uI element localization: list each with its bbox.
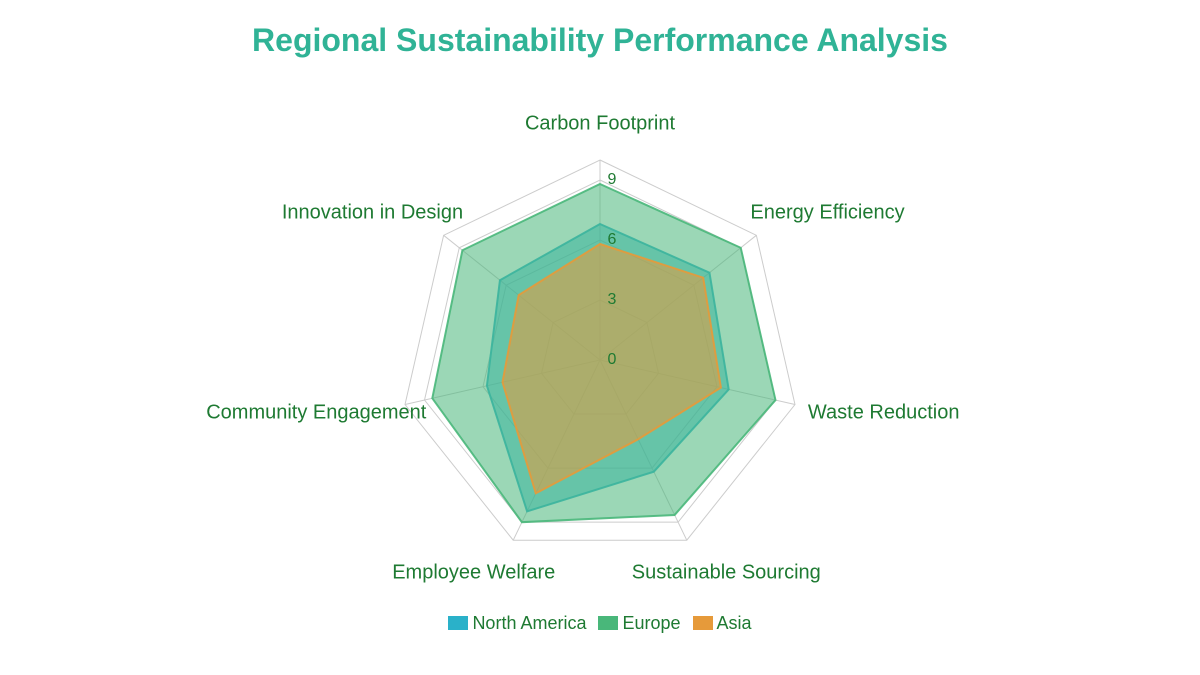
radial-tick-label: 3 [608,291,617,309]
radial-tick-label: 9 [608,171,617,189]
legend-item: Asia [693,613,752,634]
axis-label: Waste Reduction [808,401,960,424]
legend-label: North America [472,613,586,634]
legend-label: Europe [622,613,680,634]
legend-item: Europe [598,613,680,634]
legend-swatch [448,616,468,630]
legend-item: North America [448,613,586,634]
radial-tick-label: 6 [608,231,617,249]
legend-swatch [598,616,618,630]
radial-tick-label: 0 [608,351,617,369]
axis-label: Community Engagement [206,401,426,424]
legend-label: Asia [717,613,752,634]
radar-chart-area: 0 3 6 9 Carbon Footprint Energy Efficiency Was… [0,80,1200,600]
legend-swatch [693,616,713,630]
axis-label: Employee Welfare [392,561,555,584]
chart-title: Regional Sustainability Performance Anal… [0,22,1200,59]
axis-label: Carbon Footprint [525,113,675,136]
chart-container: Regional Sustainability Performance Anal… [0,0,1200,675]
axis-label: Innovation in Design [282,201,463,224]
axis-label: Energy Efficiency [750,201,904,224]
radar-chart-svg [0,80,1200,600]
axis-label: Sustainable Sourcing [632,561,821,584]
chart-legend: North America Europe Asia [0,613,1200,636]
